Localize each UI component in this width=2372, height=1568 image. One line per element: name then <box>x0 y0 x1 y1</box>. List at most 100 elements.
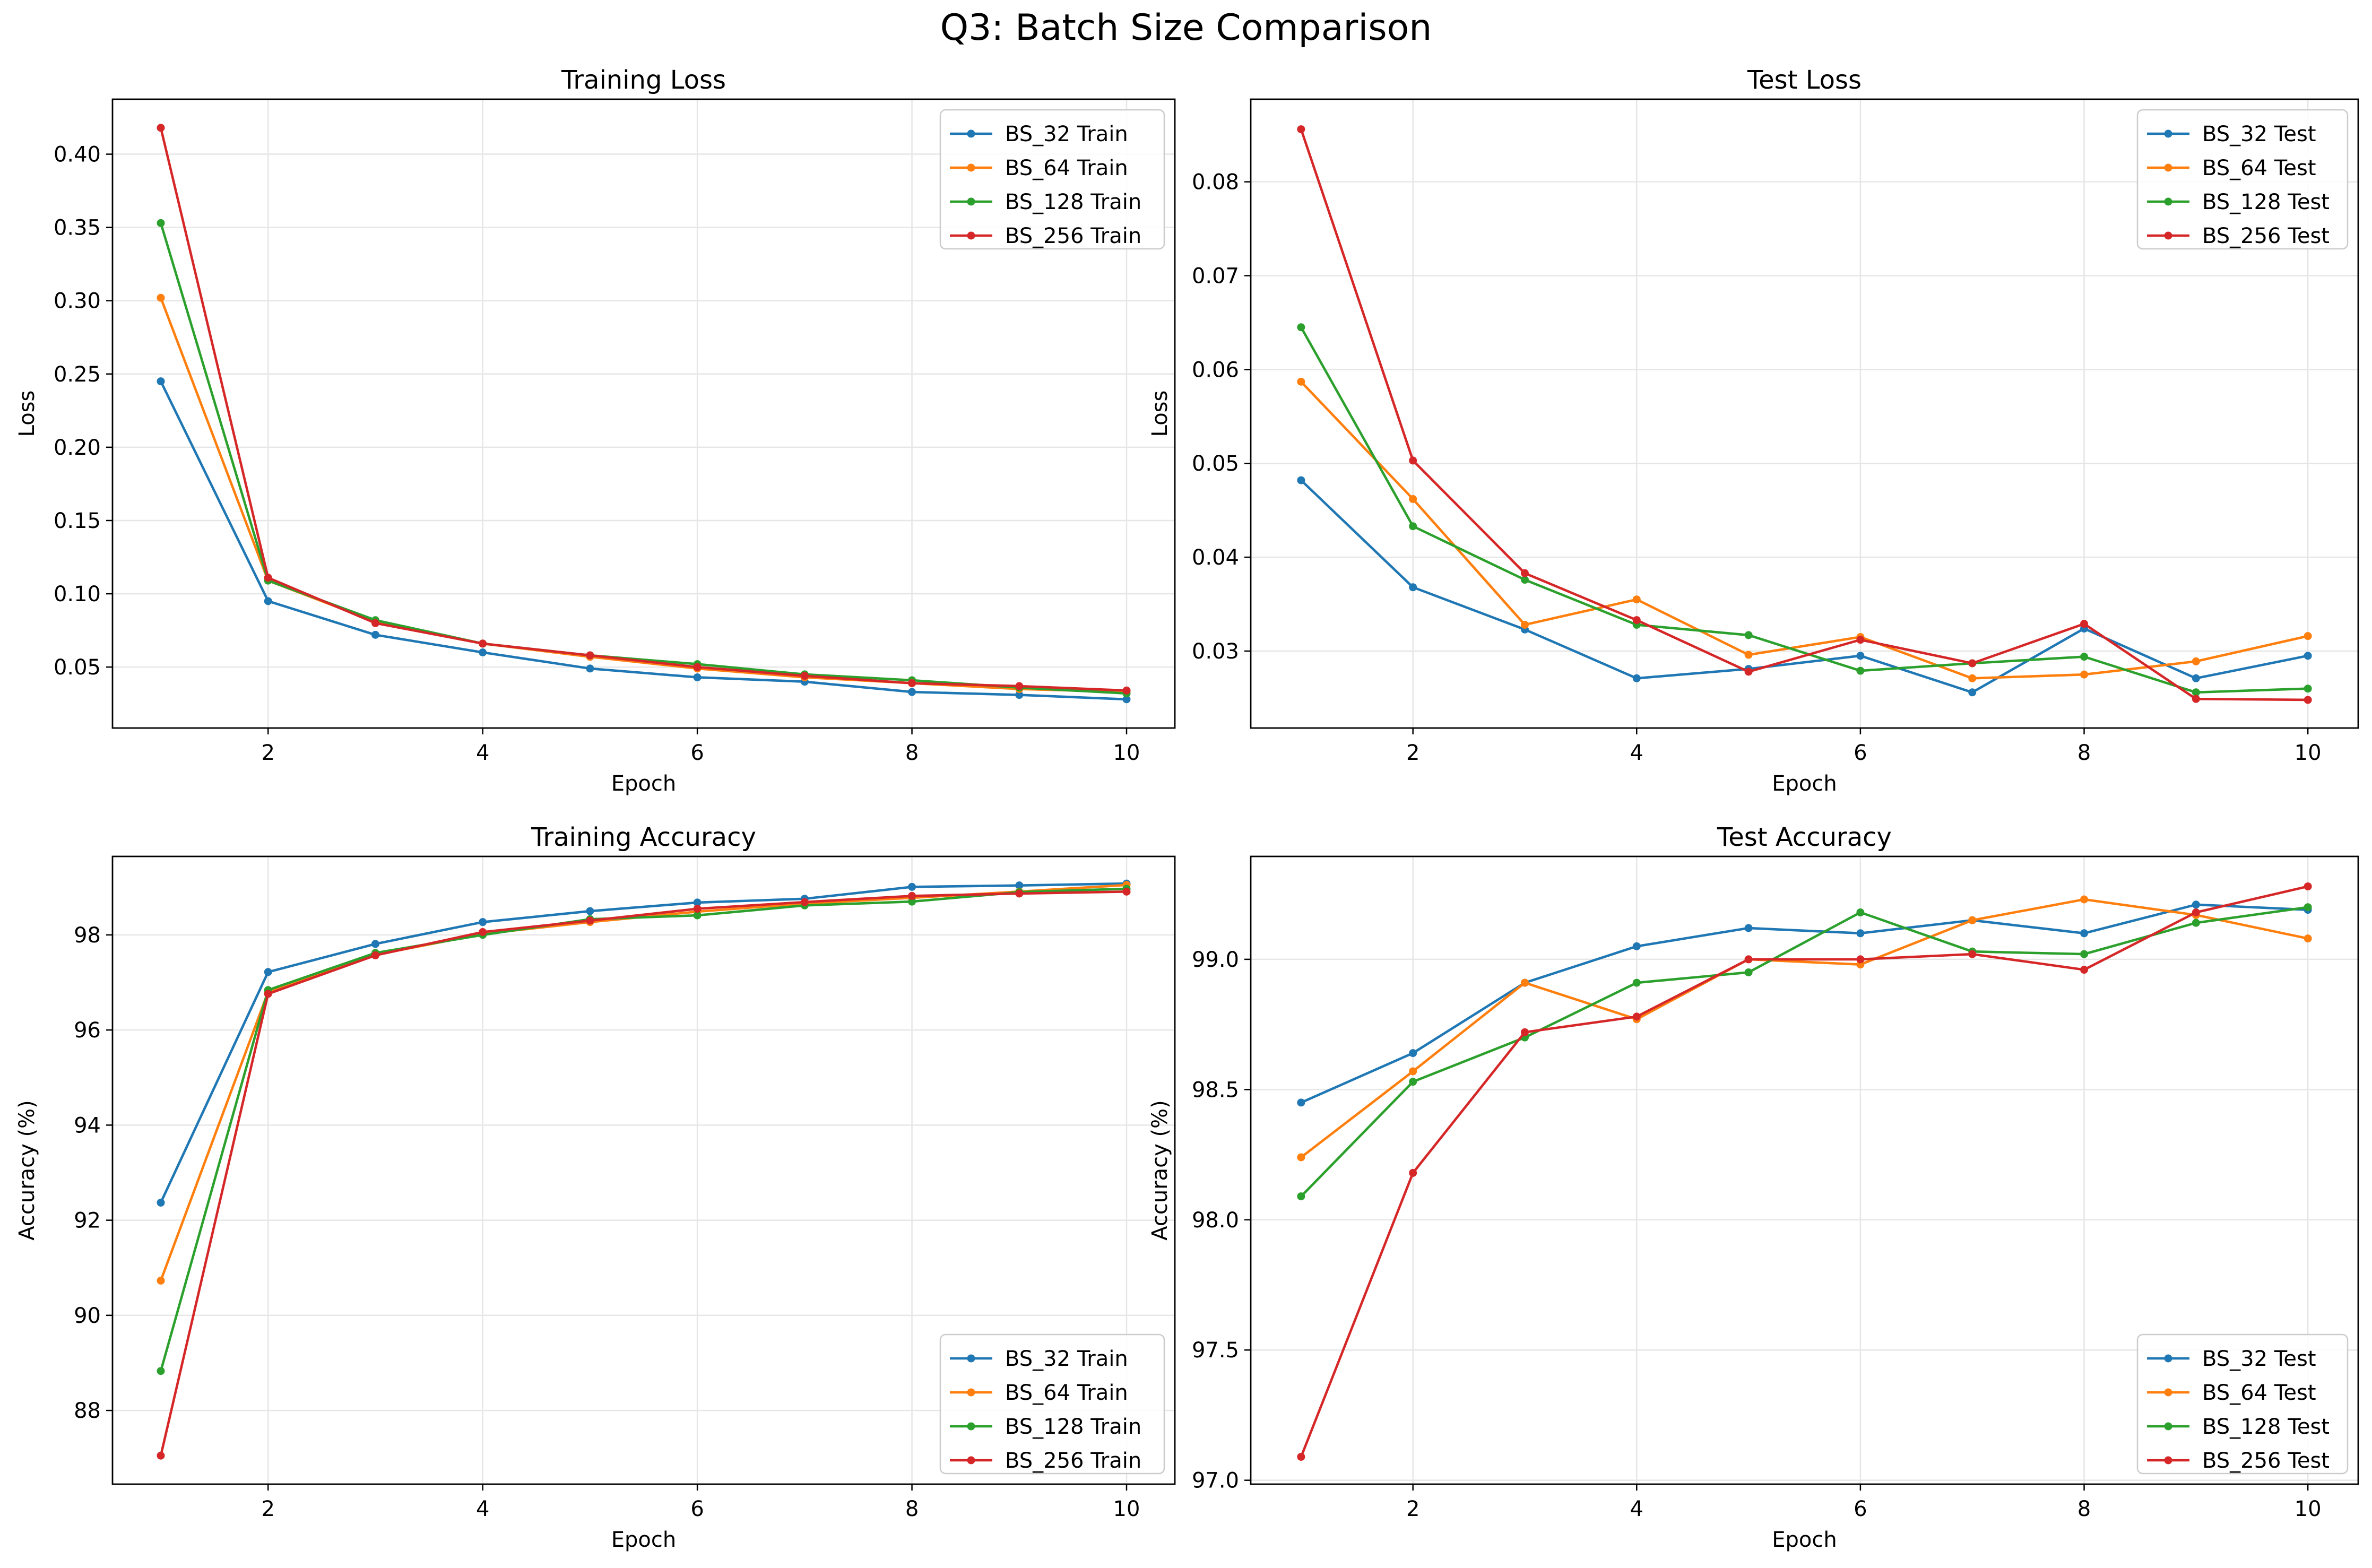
x-tick-label: 4 <box>1630 741 1643 765</box>
x-tick-label: 8 <box>2077 741 2091 765</box>
data-point <box>2304 632 2312 640</box>
x-tick-label: 4 <box>476 1497 489 1521</box>
series-line <box>159 380 1127 701</box>
legend-item: BS_64 Test <box>2147 156 2316 180</box>
data-point <box>1297 1452 1305 1461</box>
data-point <box>2080 929 2089 938</box>
data-point <box>2304 685 2312 693</box>
data-point <box>1297 1098 1305 1107</box>
data-point <box>2192 674 2200 682</box>
data-point <box>1632 942 1641 950</box>
legend-marker <box>2164 231 2172 240</box>
data-point <box>586 916 594 925</box>
y-tick-label: 97.5 <box>1192 1338 1239 1363</box>
series-bs-64-test <box>1297 377 2312 682</box>
data-point <box>2192 919 2200 927</box>
legend-box <box>939 1333 1165 1475</box>
y-tick-label: 96 <box>74 1018 101 1043</box>
legend-marker <box>2164 197 2172 206</box>
x-tick-label: 6 <box>690 1497 704 1521</box>
legend-item: BS_128 Test <box>2147 1415 2330 1439</box>
x-axis-label: Epoch <box>1772 1528 1837 1552</box>
data-point <box>1122 686 1131 695</box>
legend-item: BS_128 Test <box>2147 190 2330 214</box>
data-point <box>586 651 594 660</box>
data-point <box>908 897 916 906</box>
data-point <box>157 1276 165 1285</box>
data-point <box>1968 659 1977 668</box>
data-point <box>157 1451 165 1460</box>
y-tick-label: 0.05 <box>1192 452 1239 476</box>
data-point <box>371 951 379 959</box>
axes-frame <box>111 855 1176 1485</box>
y-tick-label: 99.0 <box>1192 948 1239 972</box>
data-point <box>2080 966 2089 974</box>
x-tick-label: 10 <box>2295 1497 2322 1521</box>
data-point <box>1744 924 1753 932</box>
data-point <box>1856 929 1865 938</box>
y-axis-label: Loss <box>1148 391 1172 437</box>
legend-label: BS_64 Train <box>1005 1381 1128 1405</box>
data-point <box>2080 670 2089 679</box>
data-point <box>2080 950 2089 958</box>
data-point <box>908 688 916 696</box>
data-point <box>1409 1168 1417 1177</box>
data-point <box>2192 900 2200 909</box>
legend-marker <box>967 1422 975 1431</box>
y-tick-label: 92 <box>74 1209 101 1233</box>
x-tick-label: 2 <box>261 1497 274 1521</box>
data-point <box>586 907 594 915</box>
data-point <box>908 882 916 891</box>
data-point <box>1409 1049 1417 1058</box>
data-point <box>693 663 702 671</box>
data-point <box>2192 695 2200 703</box>
data-point <box>1856 652 1865 660</box>
data-point <box>1015 682 1024 690</box>
data-point <box>2304 696 2312 704</box>
data-point <box>693 898 702 907</box>
legend-label: BS_64 Test <box>2202 156 2316 180</box>
y-tick-label: 0.07 <box>1192 264 1239 289</box>
x-tick-label: 2 <box>1406 741 1419 765</box>
series-bs-256-train <box>157 124 1131 695</box>
data-point <box>1744 955 1753 964</box>
data-point <box>371 630 379 639</box>
y-axis-label: Accuracy (%) <box>1148 1100 1172 1241</box>
y-tick-label: 0.30 <box>54 289 101 314</box>
legend: BS_32 Test BS_64 Test BS_128 Test BS_256 Te… <box>2136 109 2349 250</box>
data-point <box>479 918 487 926</box>
data-point <box>2304 934 2312 943</box>
x-tick-label: 10 <box>2295 741 2322 765</box>
data-point <box>1520 1028 1529 1036</box>
axes-frame <box>1250 855 2359 1485</box>
data-point <box>479 648 487 657</box>
data-point <box>157 219 165 227</box>
y-tick-label: 94 <box>74 1113 101 1138</box>
data-point <box>1015 881 1024 890</box>
legend-marker <box>2164 163 2172 172</box>
series-line <box>1300 128 2308 701</box>
subplot-test-accuracy: 2 4 6 8 10 97.0 97.5 98.0 98.5 99.0 Test Accuracy E… <box>1148 822 2359 1552</box>
data-point <box>264 968 272 976</box>
legend-item: BS_32 Train <box>950 122 1128 146</box>
data-point <box>1856 908 1865 917</box>
legend-marker <box>2164 129 2172 138</box>
legend: BS_32 Train BS_64 Train BS_128 Train BS_256… <box>939 109 1165 250</box>
series-line <box>1300 903 2308 1104</box>
series-line <box>159 887 1127 1372</box>
data-point <box>264 597 272 605</box>
legend-label: BS_128 Train <box>1005 190 1141 214</box>
data-point <box>1015 691 1024 699</box>
data-point <box>157 293 165 302</box>
legend-box <box>939 109 1165 250</box>
legend-marker <box>967 1456 975 1465</box>
data-point <box>693 905 702 913</box>
data-point <box>2080 620 2089 628</box>
y-tick-label: 90 <box>74 1304 101 1328</box>
series-bs-128-test <box>1297 323 2312 697</box>
legend-item: BS_256 Test <box>2147 1449 2330 1473</box>
legend-label: BS_128 Train <box>1005 1415 1141 1439</box>
subplot-test-loss: 2 4 6 8 10 0.03 0.04 0.05 0.06 0.07 0.08 Test Loss E… <box>1148 65 2359 796</box>
x-tick-label: 10 <box>1113 1497 1140 1521</box>
data-point <box>908 891 916 900</box>
